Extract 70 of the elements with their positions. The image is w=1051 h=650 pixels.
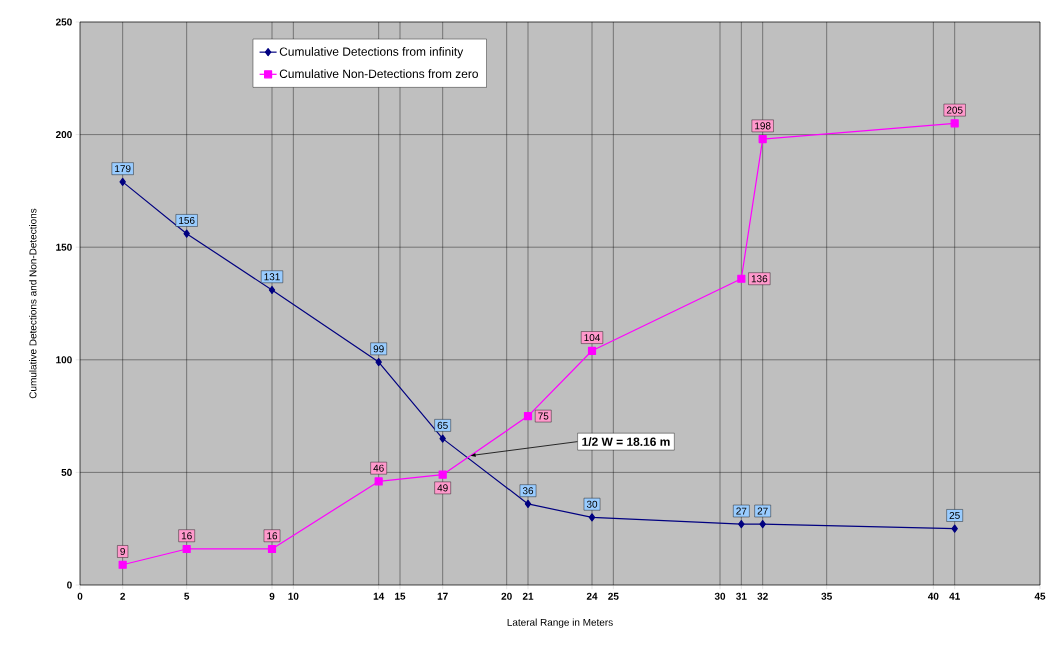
data-label: 198: [755, 122, 771, 130]
legend-label: Cumulative Non-Detections from zero: [279, 69, 478, 78]
point: [588, 513, 596, 522]
x-tick-label: 9: [269, 592, 275, 600]
data-label: 16: [267, 532, 278, 540]
data-label: 46: [373, 464, 384, 472]
point: [439, 434, 446, 443]
point: [183, 229, 190, 238]
point: [375, 357, 382, 367]
data-label: 65: [437, 421, 448, 429]
data-label: 9: [120, 547, 125, 556]
x-tick-label: 5: [184, 592, 190, 600]
data-label: 75: [538, 412, 549, 420]
point: [119, 177, 126, 186]
x-tick-label: 31: [736, 592, 747, 600]
point: [267, 544, 277, 554]
x-tick-label: 10: [288, 592, 299, 600]
legend-label: Cumulative Detections from infinity: [279, 47, 464, 59]
point: [759, 520, 766, 529]
y-tick-label: 50: [61, 468, 72, 476]
point: [950, 119, 959, 128]
point: [737, 274, 746, 283]
y-tick-label: 150: [56, 243, 72, 251]
point: [587, 346, 597, 355]
point: [523, 412, 533, 421]
data-label: 131: [264, 273, 280, 281]
point: [182, 544, 191, 554]
data-label: 156: [179, 216, 195, 224]
data-label: 136: [751, 275, 768, 283]
data-label: 27: [736, 507, 747, 515]
point: [118, 560, 127, 569]
x-tick-label: 14: [373, 592, 385, 600]
annotation: 1/2 W = 18.16 m: [582, 437, 670, 447]
x-tick-label: 25: [608, 592, 619, 600]
x-tick-label: 40: [927, 592, 939, 600]
x-tick-label: 2: [120, 592, 126, 600]
x-tick-label: 32: [757, 592, 768, 600]
x-tick-label: 0: [77, 592, 83, 600]
point: [951, 524, 958, 533]
data-label: 36: [522, 487, 534, 495]
data-label: 27: [757, 507, 768, 515]
x-tick-label: 15: [395, 592, 406, 600]
x-tick-label: 24: [586, 592, 598, 600]
x-tick-label: 35: [821, 592, 832, 600]
data-label: 49: [437, 484, 448, 492]
x-tick-label: 45: [1034, 592, 1046, 600]
data-label: 25: [949, 511, 960, 519]
x-tick-label: 20: [501, 592, 512, 600]
point: [738, 520, 745, 529]
y-axis-title: Cumulative Detections and Non-Detections: [29, 208, 37, 399]
data-label: 16: [181, 532, 192, 540]
y-tick-label: 250: [55, 18, 72, 26]
x-tick-label: 17: [437, 592, 448, 600]
x-tick-label: 41: [949, 592, 960, 600]
y-tick-label: 100: [56, 356, 72, 364]
data-label: 104: [584, 334, 601, 342]
point: [438, 470, 447, 479]
data-label: 30: [586, 500, 598, 508]
x-tick-label: 30: [714, 592, 726, 600]
y-tick-label: 200: [55, 131, 72, 139]
point: [758, 135, 767, 144]
point: [374, 477, 383, 486]
data-label: 205: [946, 106, 963, 114]
x-tick-label: 21: [522, 592, 534, 600]
point: [524, 499, 532, 509]
data-label: 99: [373, 345, 384, 353]
x-axis-title: Lateral Range in Meters: [507, 618, 613, 628]
y-tick-label: 0: [67, 581, 72, 589]
data-label: 179: [115, 165, 131, 173]
point: [268, 285, 276, 295]
